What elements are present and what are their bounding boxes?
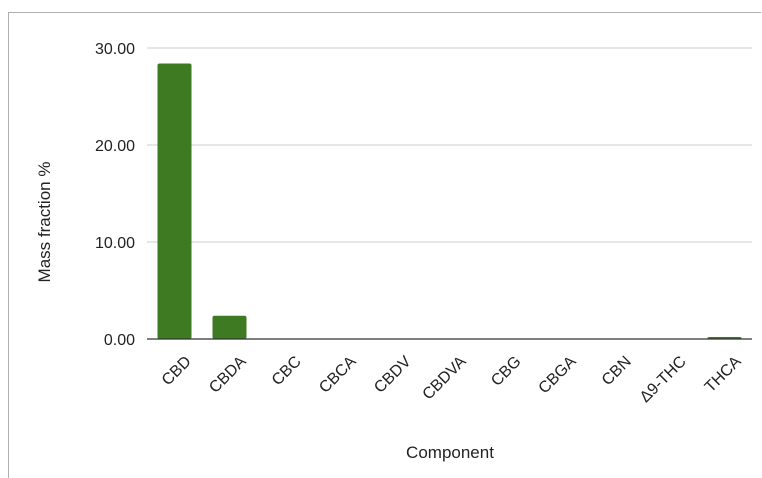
- x-tick-label: CBDVA: [420, 353, 470, 403]
- x-axis-title: Component: [406, 443, 494, 462]
- x-tick-label: CBN: [599, 353, 635, 389]
- bars: [157, 63, 742, 340]
- y-axis-title: Mass fraction %: [35, 162, 54, 283]
- x-tick-label: CBG: [488, 353, 525, 390]
- x-tick-label: CBC: [269, 353, 305, 389]
- bar: [157, 63, 192, 340]
- y-tick-label: 0.00: [104, 332, 135, 349]
- x-tick-label: CBGA: [536, 353, 580, 397]
- chart-frame: [8, 12, 761, 478]
- x-tick-labels: CBD CBDA CBC CBCA CBDV CBDVA CBG CBGA CBN Δ9-THC T…: [159, 353, 745, 406]
- x-tick-label: CBDA: [206, 353, 250, 397]
- bar: [212, 315, 247, 339]
- y-tick-labels: 0.00 10.00 20.00 30.00: [95, 41, 135, 349]
- x-tick-label: CBCA: [316, 353, 360, 397]
- x-tick-label: CBDV: [371, 353, 415, 397]
- x-tick-label: CBD: [159, 353, 195, 389]
- y-tick-label: 30.00: [95, 41, 135, 58]
- grid-layer: [147, 47, 752, 243]
- x-tick-label: Δ9-THC: [637, 353, 690, 406]
- y-tick-label: 10.00: [95, 235, 135, 252]
- y-tick-label: 20.00: [95, 138, 135, 155]
- x-tick-label: THCA: [702, 353, 745, 396]
